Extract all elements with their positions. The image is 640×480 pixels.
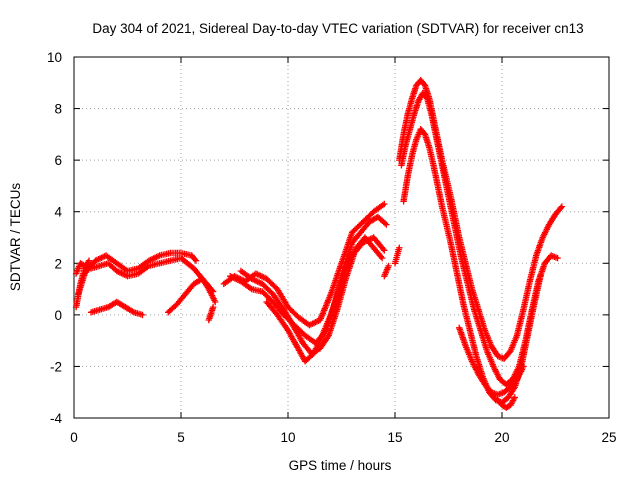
- y-tick-label: 10: [47, 50, 62, 65]
- data-point-markers: [391, 244, 403, 267]
- y-tick-label: 6: [54, 153, 62, 168]
- y-axis-label: SDTVAR / TECUs: [8, 183, 23, 292]
- data-point-markers: [205, 303, 217, 324]
- series-track-3: [72, 257, 93, 311]
- data-point-markers: [456, 324, 527, 398]
- y-tick-label: 2: [54, 256, 62, 271]
- data-point-markers: [72, 257, 93, 311]
- x-tick-label: 10: [280, 430, 295, 445]
- series-track-16: [456, 324, 527, 398]
- data-point-markers: [381, 262, 392, 280]
- x-tick-label: 5: [177, 430, 185, 445]
- y-tick-label: 4: [54, 205, 62, 220]
- y-tick-labels: -4 -2 0 2 4 6 8 10: [47, 50, 63, 426]
- x-tick-label: 25: [601, 430, 616, 445]
- x-tick-label: 15: [387, 430, 402, 445]
- series-track-17: [494, 394, 518, 411]
- y-tick-label: -2: [50, 359, 62, 374]
- data-points: [72, 77, 566, 411]
- x-tick-label: 0: [70, 430, 78, 445]
- y-tick-label: 8: [54, 102, 62, 117]
- x-tick-label: 20: [494, 430, 509, 445]
- data-point-markers: [494, 394, 518, 411]
- series-track-11: [381, 262, 392, 280]
- series-track-10: [263, 234, 386, 365]
- series-track-6: [205, 303, 217, 324]
- y-tick-label: 0: [54, 308, 62, 323]
- data-point-markers: [165, 275, 219, 316]
- data-point-markers: [263, 234, 386, 365]
- y-tick-label: -4: [50, 411, 62, 426]
- series-track-15: [391, 244, 403, 267]
- axis-ticks: [73, 56, 610, 419]
- series-track-4: [87, 298, 146, 319]
- data-point-markers: [87, 298, 146, 319]
- x-tick-labels: 0 5 10 15 20 25: [70, 430, 616, 445]
- series-track-5: [165, 275, 219, 316]
- plot-frame: [73, 56, 610, 419]
- chart-title: Day 304 of 2021, Sidereal Day-to-day VTE…: [92, 21, 583, 36]
- x-axis-label: GPS time / hours: [289, 458, 392, 473]
